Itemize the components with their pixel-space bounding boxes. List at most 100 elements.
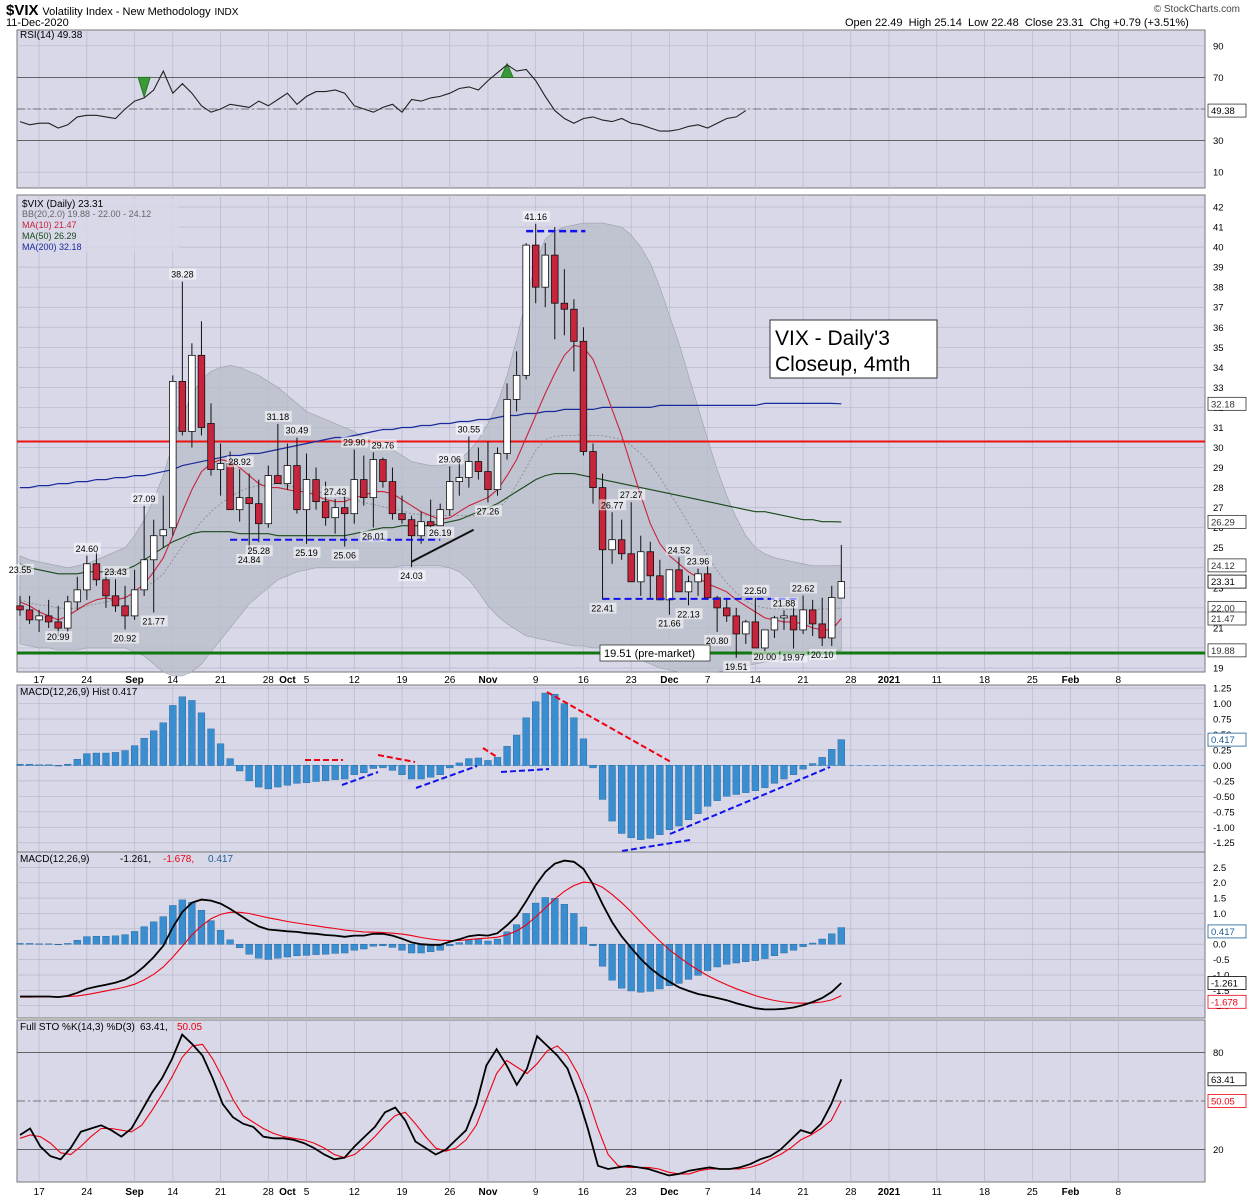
macd-hist-bar — [818, 757, 826, 766]
open-value: 22.49 — [874, 17, 903, 29]
price-candle — [560, 269, 569, 336]
sto-d-line — [19, 1043, 842, 1175]
macd-histogram-bar — [522, 913, 530, 945]
x-tick-label: Nov — [478, 1187, 497, 1198]
macd-hist-bar — [493, 757, 502, 766]
candle-body — [837, 581, 845, 599]
price-candle — [465, 436, 473, 488]
price-label-text: 41.16 — [524, 212, 547, 222]
candle-body — [398, 513, 406, 521]
candle-body — [732, 615, 740, 635]
macd-histogram-bar — [245, 944, 253, 955]
macd-hist-tick-label: 0.25 — [1213, 745, 1232, 756]
macd-hist-bar — [150, 730, 158, 766]
candle-body — [637, 551, 645, 583]
macd-hist-bar — [159, 722, 167, 766]
price-label-bg — [293, 546, 321, 558]
candle-body — [293, 465, 301, 511]
candle-body — [235, 497, 244, 511]
annotation-box-bg — [769, 319, 938, 379]
macd-hist-bar — [694, 765, 702, 814]
price-label-text: 20.99 — [47, 632, 70, 642]
price-label-text: 24.60 — [76, 544, 99, 554]
premarket-text: 19.51 (pre-market) — [604, 648, 695, 660]
rsi-overbought-marker — [500, 62, 514, 78]
price-label: 29.06 — [436, 453, 464, 465]
price-label: 22.41 — [589, 602, 617, 614]
candle-body — [207, 423, 215, 470]
price-candle — [255, 479, 263, 543]
macd-hist-bar — [331, 765, 339, 780]
candle-body — [197, 354, 206, 428]
price-candle — [761, 629, 769, 652]
price-label: 26.01 — [360, 530, 388, 542]
macd-hist-bar — [16, 763, 24, 766]
price-label: 20.80 — [704, 634, 732, 646]
macd-red-dash — [482, 747, 498, 758]
macd-hist-bar — [283, 765, 292, 786]
candle-body — [216, 463, 225, 470]
price-label: 31.18 — [264, 410, 292, 422]
x-tick-label: Dec — [660, 1187, 679, 1198]
price-label-bg — [436, 453, 464, 465]
x-tick-label: 12 — [349, 1187, 361, 1198]
price-label: 27.26 — [474, 505, 502, 517]
x-tick-label: 19 — [396, 1187, 408, 1198]
price-label: 27.09 — [131, 492, 159, 504]
candle-body — [312, 479, 320, 503]
candle-body — [178, 380, 187, 432]
candle-body — [417, 521, 425, 537]
price-legend-bg — [19, 198, 179, 252]
macd-histogram-bar — [789, 944, 798, 951]
x-tick-label: Feb — [1062, 675, 1080, 686]
price-candle — [216, 443, 225, 496]
macd-legend-prefix: MACD(12,26,9) — [20, 854, 89, 865]
macd-hist-bar — [474, 757, 483, 766]
candle-body — [627, 553, 635, 583]
macd-histogram-bar — [551, 898, 559, 945]
candle-body — [512, 374, 521, 400]
price-label-bg — [675, 608, 703, 620]
macd-histogram-bar — [283, 944, 292, 958]
x-tick-label: 28 — [845, 1187, 857, 1198]
brand-watermark: © StockCharts.com — [1153, 4, 1240, 15]
macd-hist-bar — [407, 765, 416, 780]
x-tick-label: 21 — [215, 675, 227, 686]
sto-panel: 80 20 Full STO %K(14,3) %D(3) 63.41, 50.05 63… — [16, 1019, 1247, 1183]
price-label-text: 24.52 — [668, 545, 691, 555]
macd-histogram-bar — [169, 905, 177, 945]
price-label: 21.88 — [771, 597, 798, 609]
price-candle — [512, 351, 521, 412]
price-panel: 4241403938373635343332313029282726252423… — [7, 194, 1247, 677]
price-label: 24.03 — [398, 570, 426, 582]
macd-histogram-bar — [130, 931, 139, 945]
macd-histogram-bar — [484, 940, 492, 945]
macd-histogram-bar — [197, 910, 206, 945]
candle-body — [340, 507, 349, 515]
price-label-text: 26.19 — [429, 528, 452, 538]
candle-body — [16, 605, 24, 611]
price-tick-label: 39 — [1213, 263, 1224, 274]
exchange: INDX — [214, 7, 239, 18]
price-candle — [16, 595, 24, 616]
macd-hist-bar — [369, 765, 377, 769]
macd-hist-bar — [302, 765, 311, 783]
price-label-text: 27.26 — [477, 506, 500, 516]
price-candle — [617, 519, 626, 560]
x-tick-label: 8 — [1115, 675, 1121, 686]
price-label-text: 29.90 — [343, 438, 366, 448]
price-label: 21.77 — [140, 615, 168, 627]
price-candle — [44, 599, 53, 628]
price-candle — [159, 495, 167, 548]
x-tick-label: 14 — [750, 675, 762, 686]
chart-annotation-box: VIX - Daily'3 Closeup, 4mth — [769, 319, 938, 379]
price-label-text: 20.00 — [754, 652, 777, 662]
macd-hist-bar — [770, 765, 779, 784]
price-candle — [751, 597, 760, 649]
price-candle — [713, 595, 721, 632]
price-tick-label: 35 — [1213, 343, 1224, 354]
candle-body — [264, 475, 272, 525]
annotation-title: VIX - Daily'3 — [775, 327, 890, 350]
x-tick-label: 23 — [626, 1187, 638, 1198]
